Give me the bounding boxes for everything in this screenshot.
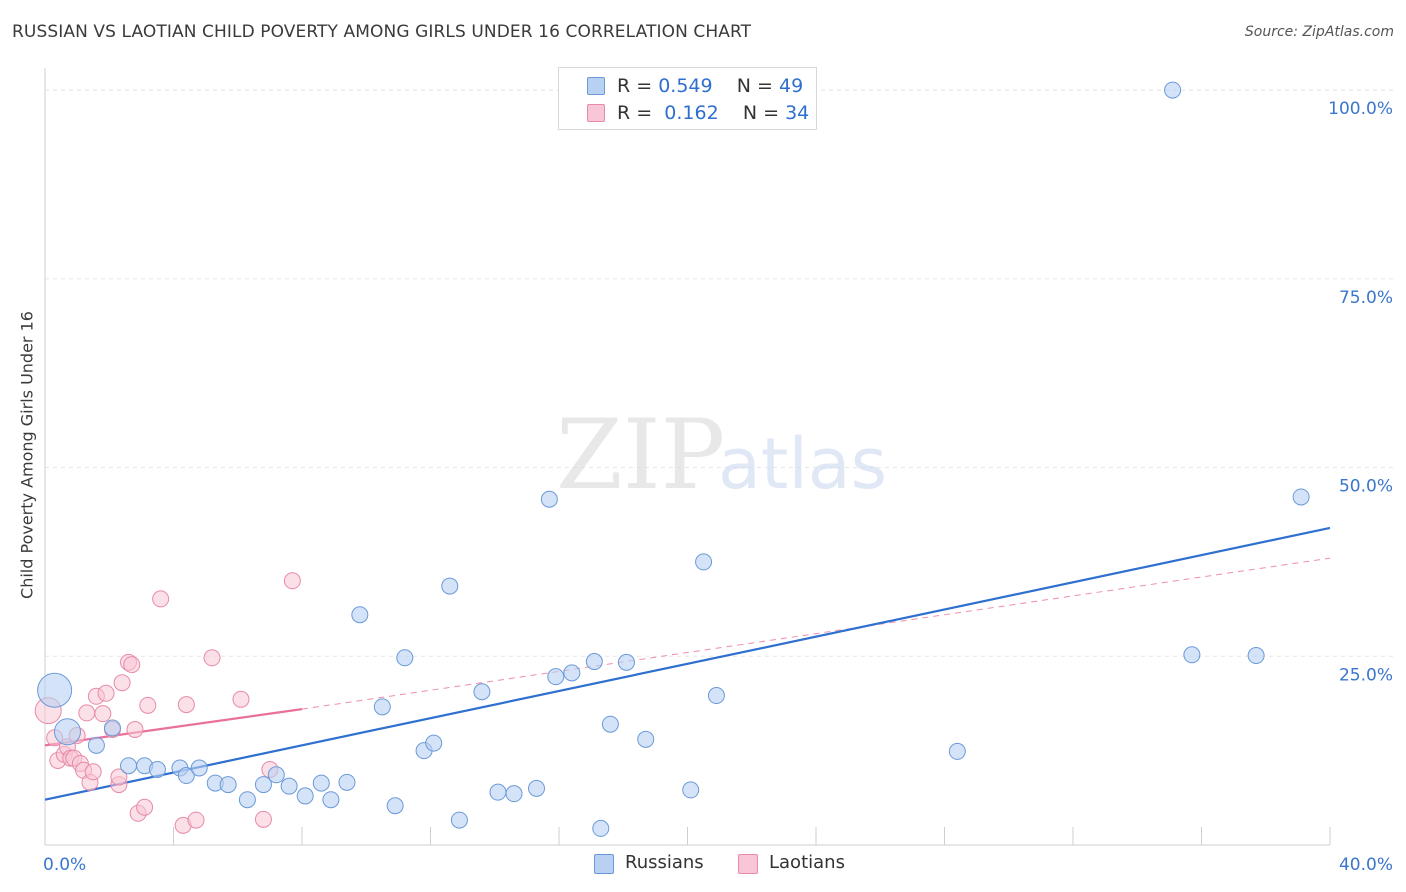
legend-stats: R = 0.549 N = 49 R = 0.162 N = 34: [558, 67, 817, 130]
gridlines: [45, 89, 1395, 657]
r-value: 0.162: [664, 102, 719, 124]
russian-point: [267, 766, 285, 784]
data-points: [34, 81, 1310, 837]
russian-point: [1183, 646, 1201, 664]
russian-point: [592, 819, 610, 837]
watermark-zip: ZIP: [556, 399, 725, 511]
russian-point: [177, 767, 195, 785]
n-value: 49: [779, 75, 804, 97]
russian-point: [373, 698, 391, 716]
russian-point: [1164, 81, 1182, 99]
russian-point: [1292, 488, 1310, 506]
n-value: 34: [785, 102, 810, 124]
russians-trend-line: [44, 526, 1331, 801]
russian-point: [338, 773, 356, 791]
russian-point: [386, 797, 404, 815]
x-tick-label: 40.0%: [1339, 855, 1393, 875]
russian-point: [53, 718, 81, 746]
laotians-legend-label: Laotians: [769, 852, 845, 873]
russian-point: [103, 719, 121, 737]
russian-point: [254, 776, 272, 794]
russian-point: [425, 734, 443, 752]
russian-point: [585, 653, 603, 671]
laotian-point: [136, 798, 154, 816]
n-label: N =: [736, 75, 773, 97]
laotian-point: [203, 649, 221, 667]
russian-point: [1247, 647, 1265, 665]
russian-point: [148, 761, 166, 779]
russian-point: [707, 687, 725, 705]
russians-legend-label: Russians: [625, 852, 704, 873]
russian-point: [190, 759, 208, 777]
russian-point: [695, 553, 713, 571]
laotian-point: [94, 705, 112, 723]
r-value: 0.549: [658, 75, 713, 97]
russian-point: [87, 736, 105, 754]
russian-point: [441, 577, 459, 595]
laotian-point: [84, 763, 102, 781]
russian-point: [948, 742, 966, 760]
laotians-swatch: [587, 104, 605, 122]
russian-point: [505, 785, 523, 803]
laotians-trend-line: [44, 708, 303, 747]
russian-point: [682, 781, 700, 799]
russian-point: [563, 664, 581, 682]
russians-legend-swatch: [594, 854, 614, 874]
russian-point: [238, 791, 256, 809]
russian-point: [450, 811, 468, 829]
n-label: N =: [742, 102, 780, 124]
axes: [44, 68, 1331, 846]
laotian-point: [177, 696, 195, 714]
legend-series: Russians Laotians: [0, 852, 1406, 878]
legend-text-laotians: R = 0.162 N = 34: [617, 102, 809, 124]
russian-point: [637, 730, 655, 748]
laotian-point: [110, 768, 128, 786]
russian-point: [396, 649, 414, 667]
russian-point: [312, 774, 330, 792]
trend-lines: [44, 526, 1331, 801]
laotian-point: [126, 721, 144, 738]
russian-point: [547, 668, 565, 686]
laotians-trend-extension: [301, 557, 1331, 710]
russian-point: [219, 776, 237, 794]
y-tick-label: 100.0%: [1328, 99, 1393, 119]
laotian-point: [97, 684, 115, 702]
russian-point: [351, 606, 369, 624]
russian-point: [528, 779, 546, 797]
r-label: R =: [617, 75, 653, 97]
watermark-atlas: atlas: [718, 423, 887, 505]
russian-point: [280, 777, 298, 795]
laotian-point: [78, 704, 96, 722]
russian-point: [617, 653, 635, 671]
laotian-point: [123, 656, 141, 674]
y-tick-label: 75.0%: [1339, 288, 1393, 308]
tick-labels: 25.0% 50.0% 75.0% 100.0% 0.0% 40.0%: [43, 99, 1393, 875]
y-tick-label: 25.0%: [1339, 665, 1393, 685]
russian-point: [322, 791, 340, 809]
laotian-point: [113, 674, 131, 692]
russian-point: [540, 490, 558, 508]
laotian-point: [139, 696, 157, 714]
russians-swatch: [587, 77, 605, 95]
russian-point: [601, 715, 619, 733]
russian-point: [296, 787, 314, 805]
laotians-legend-swatch: [738, 854, 758, 874]
chart-title: RUSSIAN VS LAOTIAN CHILD POVERTY AMONG G…: [12, 22, 752, 42]
legend-text-russians: R = 0.549 N = 49: [617, 75, 803, 97]
laotian-point: [254, 810, 272, 828]
r-label: R =: [617, 102, 653, 124]
russian-point: [37, 672, 73, 708]
russian-point: [120, 757, 138, 775]
laotian-point: [232, 690, 250, 708]
russian-point: [473, 683, 491, 701]
russian-point: [489, 783, 507, 801]
laotian-point: [283, 572, 301, 590]
laotian-point: [152, 590, 170, 608]
source-note: Source: ZipAtlas.com: [1244, 24, 1394, 40]
x-tick-label: 0.0%: [43, 855, 86, 875]
laotian-point: [187, 811, 205, 829]
y-tick-label: 50.0%: [1339, 477, 1393, 497]
